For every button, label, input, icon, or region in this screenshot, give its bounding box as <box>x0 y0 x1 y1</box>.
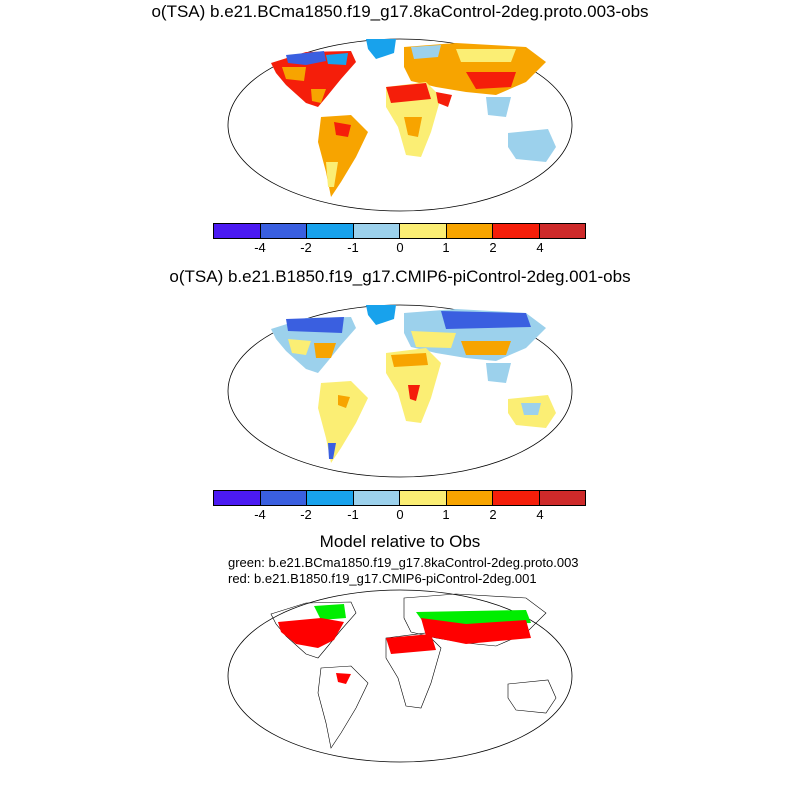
map-panel-2 <box>227 304 573 478</box>
colorbar-2-segment <box>353 491 400 505</box>
colorbar-2-tick: -1 <box>347 507 359 522</box>
comparison-title: Model relative to Obs <box>319 532 481 551</box>
colorbar-2-segment <box>260 491 307 505</box>
panel-1-title: o(TSA) b.e21.BCma1850.f19_g17.8kaControl… <box>151 2 649 21</box>
colorbar-1-segment <box>307 224 354 238</box>
red-model-label: red: b.e21.B1850.f19_g17.CMIP6-piControl… <box>228 571 537 586</box>
colorbar-2 <box>213 490 586 506</box>
colorbar-1 <box>213 223 586 239</box>
colorbar-2-segment <box>446 491 493 505</box>
colorbar-2-tick: 2 <box>489 507 497 522</box>
colorbar-1-segment <box>260 224 307 238</box>
colorbar-2-segment <box>214 491 261 505</box>
panel-2-title: o(TSA) b.e21.B1850.f19_g17.CMIP6-piContr… <box>169 267 631 286</box>
red-model-region <box>278 618 531 684</box>
map1-eurasia-africa <box>386 43 546 157</box>
colorbar-2-tick: -4 <box>254 507 266 522</box>
colorbar-2-tick: 0 <box>396 507 404 522</box>
colorbar-1-tick: -1 <box>347 240 359 255</box>
map1-south-america <box>318 115 368 197</box>
colorbar-2-segment <box>539 491 585 505</box>
colorbar-1-segment <box>400 224 447 238</box>
colorbar-2-segment <box>400 491 447 505</box>
map2-eurasia-africa <box>386 309 546 423</box>
map2-south-america <box>318 381 368 463</box>
map1-north-america <box>271 39 396 107</box>
map2-australia <box>508 395 556 428</box>
colorbar-1-segment <box>539 224 585 238</box>
colorbar-1-segment <box>214 224 261 238</box>
green-model-label: green: b.e21.BCma1850.f19_g17.8kaControl… <box>228 555 579 570</box>
colorbar-2-tick: 4 <box>536 507 544 522</box>
colorbar-2-tick: 1 <box>442 507 450 522</box>
colorbar-1-tick: 1 <box>442 240 450 255</box>
colorbar-1-segment <box>353 224 400 238</box>
colorbar-1-tick: -4 <box>254 240 266 255</box>
map-panel-1 <box>227 38 573 212</box>
colorbar-1-segment <box>493 224 540 238</box>
colorbar-2-segment <box>493 491 540 505</box>
comparison-map <box>227 589 573 763</box>
colorbar-1-tick: 0 <box>396 240 404 255</box>
colorbar-1-tick: 4 <box>536 240 544 255</box>
colorbar-1-tick: -2 <box>300 240 312 255</box>
map1-australia <box>508 129 556 162</box>
map2-north-america <box>271 305 396 373</box>
colorbar-2-tick: -2 <box>300 507 312 522</box>
colorbar-1-tick: 2 <box>489 240 497 255</box>
colorbar-2-segment <box>307 491 354 505</box>
colorbar-1-segment <box>446 224 493 238</box>
